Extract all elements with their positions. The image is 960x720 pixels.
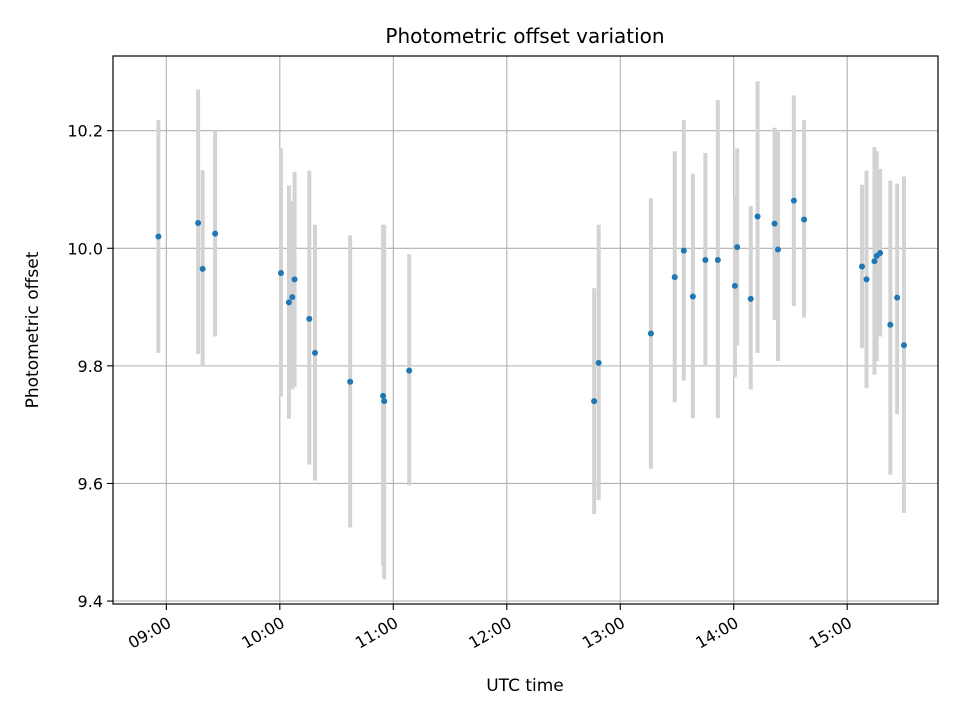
data-point — [680, 247, 687, 254]
y-axis-ticks: 9.4 9.6 9.8 10.0 10.2 — [67, 122, 113, 611]
data-point — [702, 257, 709, 264]
data-point — [381, 398, 388, 405]
data-point — [858, 263, 865, 270]
data-point — [277, 269, 284, 276]
y-tick-label: 9.6 — [78, 474, 103, 493]
data-point — [647, 330, 654, 337]
data-point — [731, 282, 738, 289]
data-point — [877, 249, 884, 256]
data-point — [754, 213, 761, 220]
data-point — [671, 274, 678, 281]
y-tick-label: 10.2 — [67, 122, 103, 141]
data-point — [595, 359, 602, 366]
data-point — [774, 246, 781, 253]
data-point — [155, 233, 162, 240]
data-point — [863, 276, 870, 283]
data-point — [734, 244, 741, 251]
y-tick-label: 9.8 — [78, 357, 103, 376]
data-point — [771, 220, 778, 227]
data-point — [689, 293, 696, 300]
data-point — [406, 367, 413, 374]
data-point — [900, 342, 907, 349]
x-axis-title: UTC time — [486, 676, 564, 696]
data-point — [289, 294, 296, 301]
data-point — [894, 294, 901, 301]
data-point — [591, 398, 598, 405]
data-point — [306, 315, 313, 322]
data-point — [380, 392, 387, 399]
data-points — [155, 197, 907, 405]
plot-frame — [112, 55, 939, 605]
data-point — [887, 321, 894, 328]
y-axis-title: Photometric offset — [23, 251, 43, 408]
data-point — [801, 216, 808, 223]
data-point — [291, 276, 298, 283]
data-point — [347, 378, 354, 385]
data-point — [714, 257, 721, 264]
chart-title: Photometric offset variation — [385, 24, 664, 48]
data-point — [195, 219, 202, 226]
data-point — [199, 265, 206, 272]
data-point — [285, 299, 292, 306]
data-point — [871, 258, 878, 265]
data-point — [747, 295, 754, 302]
y-tick-label: 10.0 — [67, 239, 103, 258]
data-point — [212, 230, 219, 237]
data-point — [311, 349, 318, 356]
data-point — [790, 197, 797, 204]
y-tick-label: 9.4 — [78, 592, 103, 611]
